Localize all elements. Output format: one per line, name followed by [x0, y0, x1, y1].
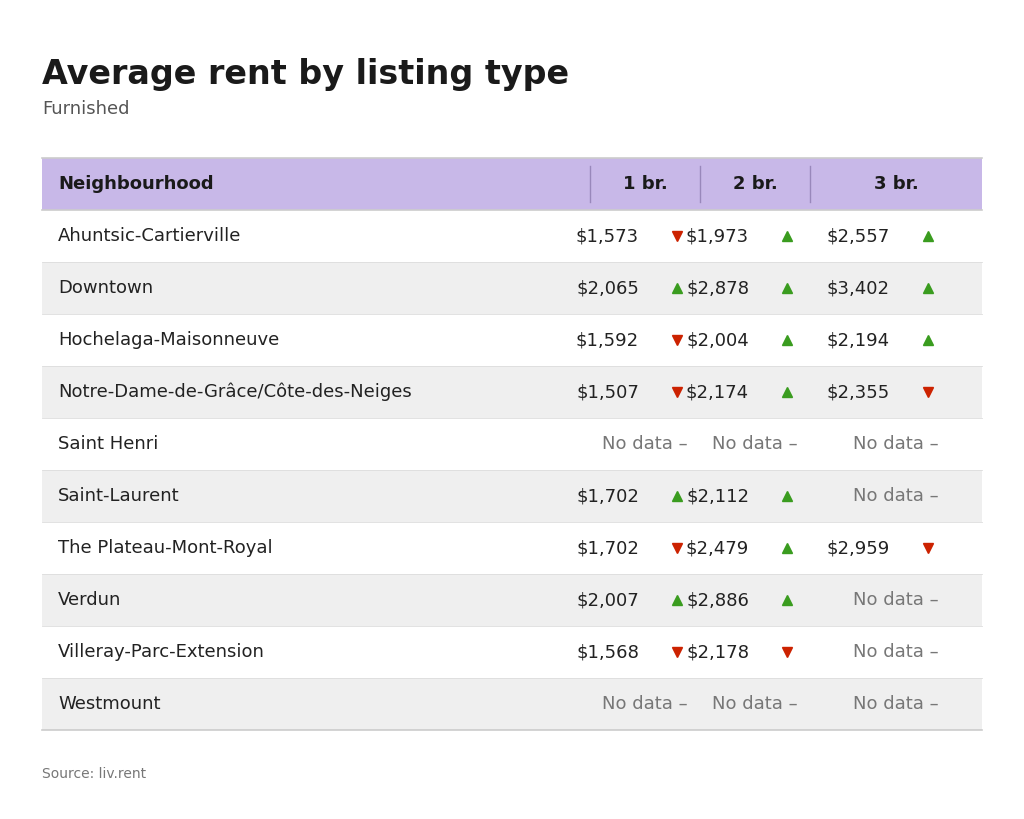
Text: Furnished: Furnished	[42, 100, 129, 118]
Text: $2,959: $2,959	[826, 539, 890, 557]
Text: No data –: No data –	[602, 695, 688, 713]
Text: No data –: No data –	[602, 435, 688, 453]
Text: $2,194: $2,194	[826, 331, 890, 349]
Text: No data –: No data –	[712, 695, 798, 713]
Text: Westmount: Westmount	[58, 695, 161, 713]
Text: No data –: No data –	[853, 591, 939, 609]
Text: $2,007: $2,007	[577, 591, 639, 609]
Text: 3 br.: 3 br.	[873, 175, 919, 193]
Text: 2 br.: 2 br.	[732, 175, 777, 193]
Text: $2,878: $2,878	[686, 279, 749, 297]
Text: No data –: No data –	[853, 435, 939, 453]
Text: $3,402: $3,402	[827, 279, 890, 297]
Text: No data –: No data –	[853, 643, 939, 661]
Text: Saint-Laurent: Saint-Laurent	[58, 487, 179, 505]
Text: $1,702: $1,702	[577, 487, 639, 505]
Text: Source: liv.rent: Source: liv.rent	[42, 767, 146, 781]
Text: Villeray-Parc-Extension: Villeray-Parc-Extension	[58, 643, 265, 661]
Bar	[42, 158, 982, 210]
Bar	[42, 262, 982, 314]
Text: Verdun: Verdun	[58, 591, 122, 609]
Text: $2,112: $2,112	[686, 487, 749, 505]
Text: $1,592: $1,592	[575, 331, 639, 349]
Text: $2,004: $2,004	[686, 331, 749, 349]
Text: $1,973: $1,973	[686, 227, 749, 245]
Text: Notre-Dame-de-Grâce/Côte-des-Neiges: Notre-Dame-de-Grâce/Côte-des-Neiges	[58, 382, 412, 401]
Bar	[42, 470, 982, 522]
Text: $1,702: $1,702	[577, 539, 639, 557]
Text: $2,355: $2,355	[826, 383, 890, 401]
Text: No data –: No data –	[853, 695, 939, 713]
Text: $2,557: $2,557	[826, 227, 890, 245]
Text: $2,174: $2,174	[686, 383, 749, 401]
Text: Average rent by listing type: Average rent by listing type	[42, 58, 569, 91]
Bar	[42, 678, 982, 730]
Text: Neighbourhood: Neighbourhood	[58, 175, 214, 193]
Text: No data –: No data –	[853, 487, 939, 505]
Text: The Plateau-Mont-Royal: The Plateau-Mont-Royal	[58, 539, 272, 557]
Text: 1 br.: 1 br.	[623, 175, 668, 193]
Text: $1,507: $1,507	[577, 383, 639, 401]
Text: $1,568: $1,568	[577, 643, 639, 661]
Text: Ahuntsic-Cartierville: Ahuntsic-Cartierville	[58, 227, 242, 245]
Text: $2,178: $2,178	[686, 643, 749, 661]
Text: Saint Henri: Saint Henri	[58, 435, 159, 453]
Text: Hochelaga-Maisonneuve: Hochelaga-Maisonneuve	[58, 331, 280, 349]
Text: $2,479: $2,479	[686, 539, 749, 557]
Text: $2,065: $2,065	[577, 279, 639, 297]
Text: $1,573: $1,573	[575, 227, 639, 245]
Bar	[42, 366, 982, 418]
Bar	[42, 574, 982, 626]
Text: Downtown: Downtown	[58, 279, 154, 297]
Text: No data –: No data –	[712, 435, 798, 453]
Text: $2,886: $2,886	[686, 591, 749, 609]
